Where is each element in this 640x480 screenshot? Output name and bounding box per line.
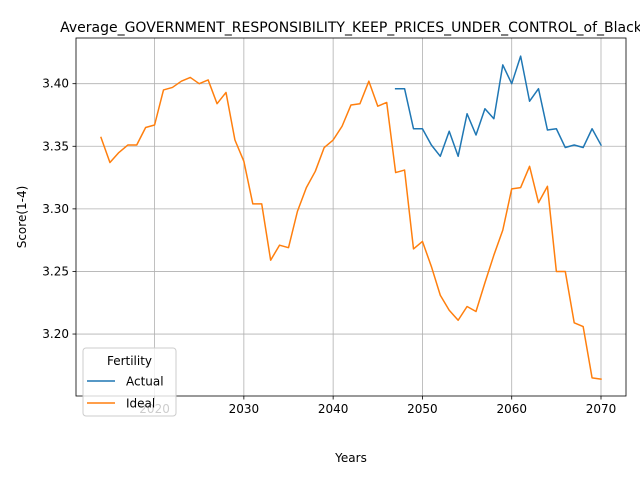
series-line-ideal [100,76,602,380]
x-tick-label: 2040 [318,402,349,416]
x-axis-label: Years [334,451,367,465]
legend-box [82,347,177,417]
y-tick-label: 3.20 [42,327,69,341]
legend-label-actual: Actual [126,375,164,389]
y-tick-label: 3.30 [42,202,69,216]
plot-area [76,38,626,396]
x-tick-label: 2050 [407,402,438,416]
y-axis-label: Score(1-4) [15,186,29,249]
x-tick-label: 2070 [586,402,617,416]
x-axis: 202020302040205020602070 [139,396,616,416]
x-tick-label: 2060 [496,402,527,416]
y-tick-label: 3.35 [42,139,69,153]
y-axis: 3.20 3.25 3.30 3.35 3.40 [42,77,76,341]
plot-frame [75,37,627,397]
grid-lines [76,38,626,396]
chart-title: Average_GOVERNMENT_RESPONSIBILITY_KEEP_P… [60,20,640,36]
legend: Fertility Actual Ideal [82,347,177,417]
series-layer [100,55,603,380]
series-line-actual [394,55,603,158]
y-tick-label: 3.25 [42,264,69,278]
x-tick-label: 2030 [229,402,260,416]
legend-label-ideal: Ideal [126,397,155,411]
y-tick-label: 3.40 [42,77,69,91]
legend-title: Fertility [107,354,152,368]
